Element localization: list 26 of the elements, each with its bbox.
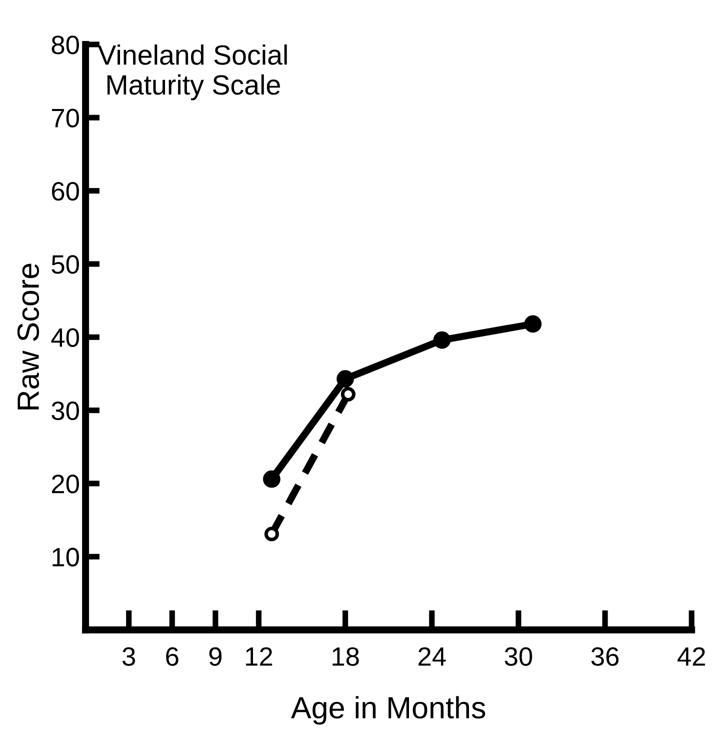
y-tick-label: 80 <box>52 36 79 54</box>
y-tick-label: 30 <box>52 401 79 420</box>
x-tick-label: 24 <box>418 647 446 666</box>
y-tick-label: 20 <box>52 474 79 494</box>
text: Vineland Social Maturity Scale <box>98 44 287 100</box>
x-tick-label: 18 <box>332 647 359 666</box>
y-tick-label: 60 <box>52 182 79 201</box>
x-tick-label: 9 <box>209 647 222 666</box>
point <box>340 386 356 402</box>
y-tick-label: 50 <box>52 255 79 274</box>
point <box>524 315 542 333</box>
y-tick-label: 40 <box>51 328 79 347</box>
x-tick-label: 6 <box>166 647 178 666</box>
x-tick-label: 36 <box>591 647 619 666</box>
point <box>263 470 280 488</box>
y-axis-title: Raw Score <box>17 264 40 410</box>
x-tick-label: 42 <box>678 647 705 666</box>
point <box>264 526 279 542</box>
point <box>336 370 354 388</box>
x-tick-label: 12 <box>246 647 272 666</box>
y-tick-label: 70 <box>52 108 79 128</box>
point <box>433 331 451 349</box>
x-axis-title: Age in Months <box>290 696 486 725</box>
x-tick-label: 30 <box>504 647 532 666</box>
x-tick-label: 3 <box>122 647 136 666</box>
y-tick-label: 10 <box>52 548 79 566</box>
